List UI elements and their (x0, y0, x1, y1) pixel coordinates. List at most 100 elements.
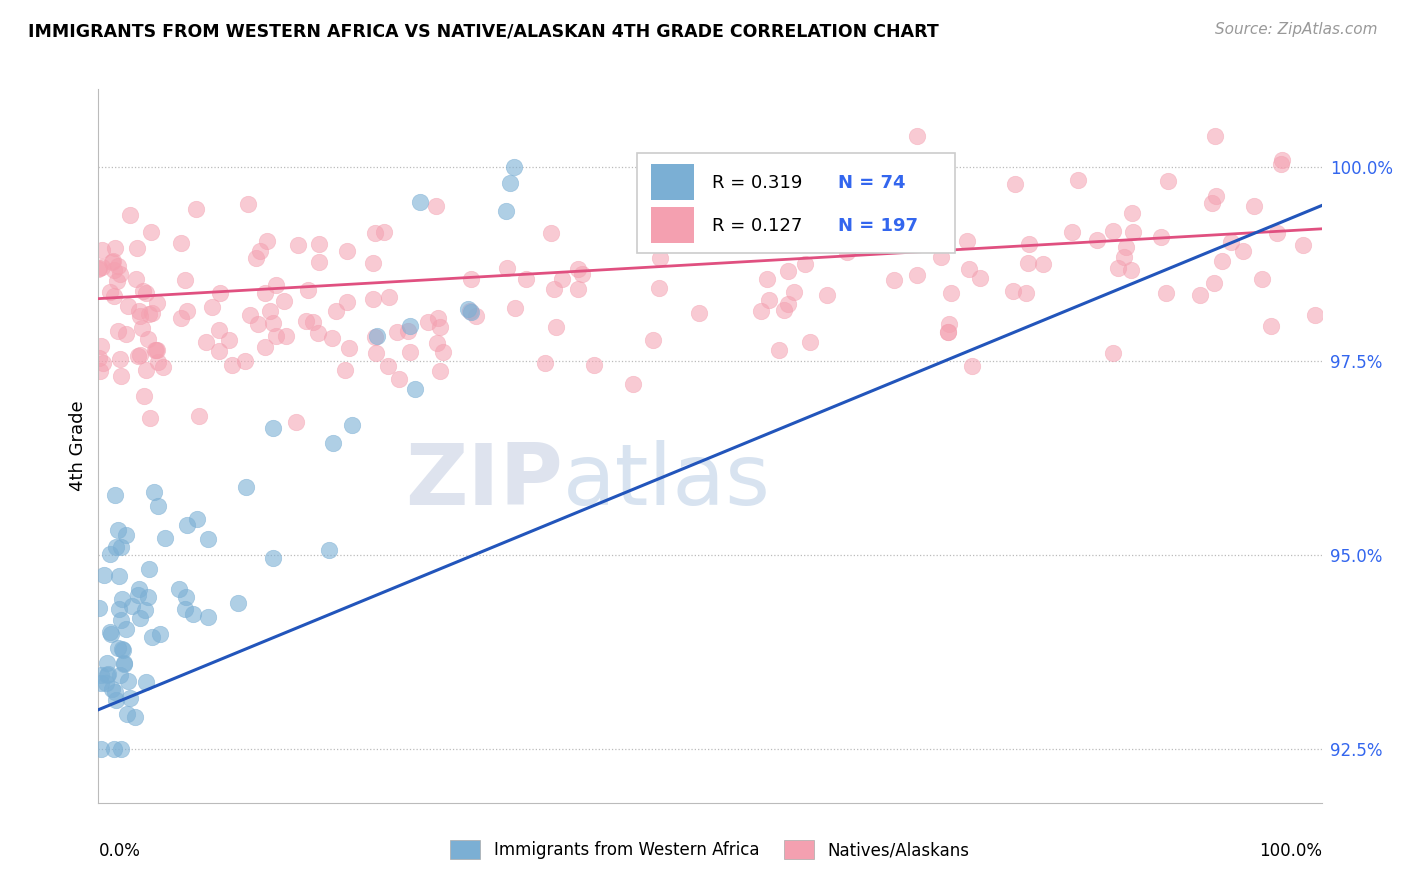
Point (108, 352, 131, 367)
Point (799, 334, 821, 349)
Point (262, 551, 284, 566)
Point (97, 667, 120, 681)
Text: R = 0.319: R = 0.319 (713, 175, 803, 193)
Point (404, 382, 426, 396)
Point (118, 208, 141, 222)
Point (103, 288, 125, 302)
Point (321, 331, 343, 345)
Point (1032, 257, 1054, 271)
Point (187, 409, 209, 424)
Point (1204, 128, 1226, 143)
Point (245, 251, 267, 265)
Y-axis label: 4th Grade: 4th Grade (69, 401, 87, 491)
Point (284, 415, 307, 429)
Point (697, 231, 720, 245)
Point (1112, 250, 1135, 264)
Point (153, 531, 176, 545)
Point (273, 293, 295, 308)
Point (146, 355, 169, 369)
Point (90, 741, 112, 756)
Point (218, 333, 240, 347)
Point (1121, 263, 1143, 277)
Point (1292, 237, 1315, 252)
Point (388, 371, 411, 385)
Point (363, 292, 385, 306)
Point (336, 244, 359, 259)
Point (920, 214, 942, 228)
Point (815, 288, 838, 302)
Point (91, 244, 114, 258)
Point (1115, 240, 1137, 254)
Point (239, 308, 262, 322)
Point (1188, 288, 1211, 302)
Point (648, 281, 671, 295)
Point (364, 330, 387, 344)
Point (1260, 319, 1282, 334)
Point (387, 325, 409, 339)
Point (1201, 196, 1223, 211)
Point (543, 282, 565, 296)
Point (129, 309, 152, 323)
Point (141, 630, 163, 644)
Point (641, 333, 664, 347)
Point (170, 235, 193, 250)
Text: R = 0.127: R = 0.127 (713, 218, 803, 235)
Point (361, 256, 384, 270)
Point (648, 251, 671, 265)
Point (176, 590, 198, 604)
Point (128, 348, 150, 362)
Point (174, 602, 197, 616)
Point (1150, 230, 1173, 244)
Point (103, 741, 125, 756)
Point (337, 341, 360, 355)
Point (778, 264, 800, 278)
Point (235, 480, 257, 494)
Point (426, 336, 449, 351)
Point (1205, 188, 1227, 202)
Point (136, 332, 159, 346)
Point (1107, 260, 1129, 275)
Point (254, 341, 277, 355)
Point (749, 304, 772, 318)
Point (128, 582, 150, 596)
Point (756, 272, 779, 286)
Point (127, 349, 149, 363)
Point (135, 285, 157, 300)
Point (287, 237, 309, 252)
Point (129, 611, 152, 625)
Point (1154, 286, 1177, 301)
Point (1157, 174, 1180, 188)
Point (94, 676, 117, 690)
Text: IMMIGRANTS FROM WESTERN AFRICA VS NATIVE/ALASKAN 4TH GRADE CORRELATION CHART: IMMIGRANTS FROM WESTERN AFRICA VS NATIVE… (28, 22, 939, 40)
Point (103, 241, 125, 255)
Point (827, 216, 849, 230)
Point (112, 642, 135, 657)
Point (302, 315, 325, 329)
Point (1017, 256, 1039, 270)
Point (551, 272, 574, 286)
Point (515, 272, 537, 286)
Point (1250, 272, 1272, 286)
Point (1060, 225, 1083, 239)
Point (90, 667, 112, 681)
Point (90, 676, 112, 690)
Point (969, 271, 991, 285)
Text: atlas: atlas (564, 440, 772, 524)
Point (297, 283, 319, 297)
Point (1015, 286, 1038, 301)
Point (195, 334, 218, 349)
Point (143, 343, 166, 357)
Point (794, 257, 817, 271)
Point (125, 241, 148, 255)
Point (118, 690, 141, 705)
Point (197, 609, 219, 624)
Point (936, 325, 959, 339)
Point (905, 268, 928, 283)
Point (87, 351, 110, 365)
Point (499, 176, 522, 190)
Point (96, 656, 118, 670)
Point (1004, 177, 1026, 191)
Point (124, 710, 146, 724)
Point (114, 622, 136, 636)
Point (136, 590, 159, 604)
